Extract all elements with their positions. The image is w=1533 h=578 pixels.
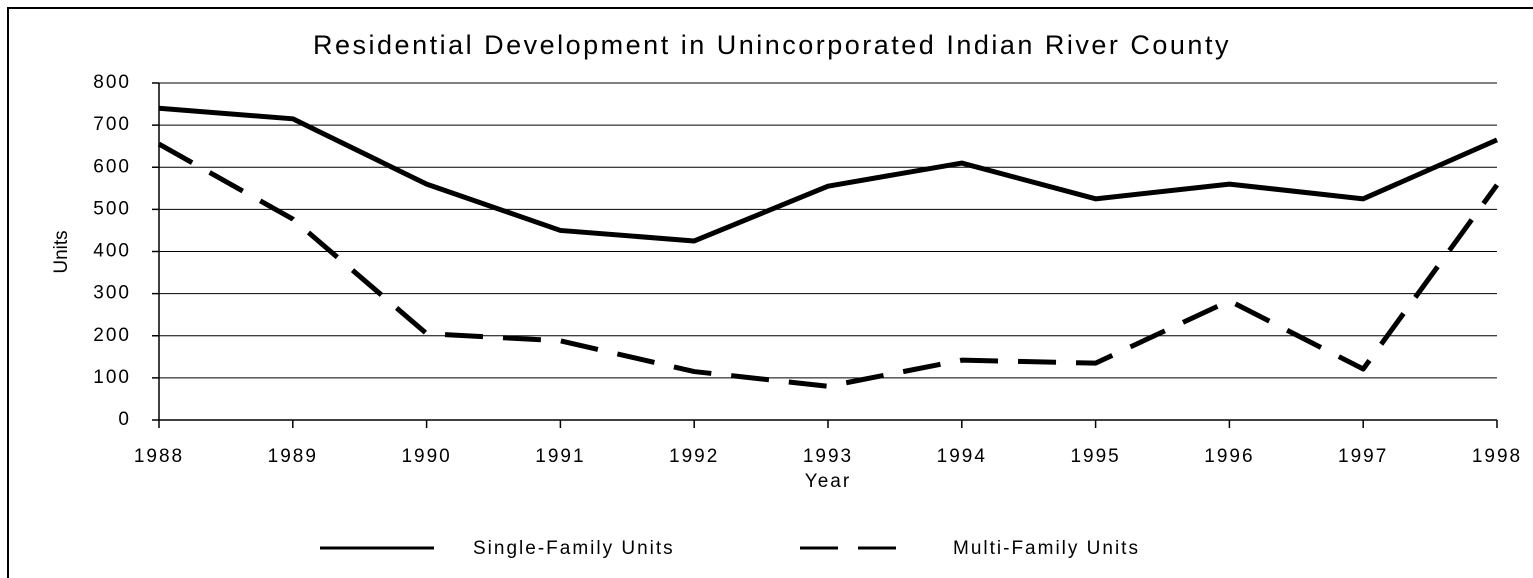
y-tick-label: 500 bbox=[93, 198, 131, 219]
y-axis-label: Units bbox=[51, 230, 72, 273]
y-tick-label: 800 bbox=[93, 72, 131, 93]
x-tick-label: 1995 bbox=[1070, 446, 1120, 467]
y-tick-label: 0 bbox=[118, 409, 131, 430]
series-line bbox=[157, 141, 1500, 389]
x-axis-label: Year bbox=[805, 471, 851, 492]
x-tick-label: 1997 bbox=[1338, 446, 1388, 467]
frame bbox=[7, 7, 1533, 578]
x-tick-label: 1993 bbox=[803, 446, 853, 467]
y-tick-label: 600 bbox=[93, 156, 131, 177]
series-line bbox=[158, 105, 1499, 244]
x-tick-label: 1994 bbox=[937, 446, 987, 467]
x-tick-label: 1988 bbox=[134, 446, 184, 467]
chart-title: Residential Development in Unincorporate… bbox=[313, 30, 1231, 60]
legend-label: Single-Family Units bbox=[473, 538, 675, 559]
y-tick-label: 300 bbox=[93, 283, 131, 304]
legend-label: Multi-Family Units bbox=[953, 538, 1140, 559]
x-tick-label: 1998 bbox=[1472, 446, 1522, 467]
x-tick-label: 1996 bbox=[1204, 446, 1254, 467]
x-tick-label: 1990 bbox=[401, 446, 451, 467]
x-tick-label: 1992 bbox=[669, 446, 719, 467]
y-tick-label: 400 bbox=[93, 241, 131, 262]
y-tick-label: 100 bbox=[93, 367, 131, 388]
y-tick-label: 700 bbox=[93, 114, 131, 135]
x-tick-label: 1989 bbox=[268, 446, 318, 467]
x-tick-label: 1991 bbox=[535, 446, 585, 467]
y-tick-label: 200 bbox=[93, 325, 131, 346]
